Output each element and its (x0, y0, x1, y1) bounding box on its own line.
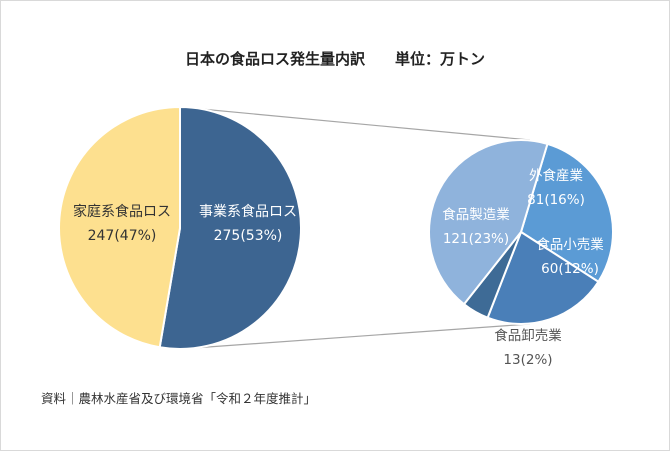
breakdown-pie-label-name-2: 食品卸売業 (494, 327, 562, 344)
breakdown-pie-label-value-2: 13(2%) (503, 352, 552, 368)
breakdown-pie-slice-3 (428, 139, 549, 306)
main-pie-label-name-1: 家庭系食品ロス (73, 203, 171, 220)
source-note: 資料｜農林水産省及び環境省「令和２年度推計」 (41, 391, 317, 406)
breakdown-pie-label-value-0: 81(16%) (527, 192, 585, 208)
breakdown-pie-label-value-3: 121(23%) (443, 231, 509, 247)
breakdown-pie-label-name-3: 食品製造業 (442, 206, 510, 223)
breakdown-pie-slice-1 (486, 230, 600, 325)
breakdown-pie-label-name-0: 外食産業 (529, 167, 583, 184)
main-pie-slice-0 (158, 105, 302, 350)
breakdown-pie-label-value-1: 60(12%) (541, 261, 599, 277)
connector-line-bottom (179, 323, 531, 350)
main-pie-label-name-0: 事業系食品ロス (199, 203, 297, 220)
breakdown-pie-label-name-1: 食品小売業 (536, 236, 604, 253)
chart-title: 日本の食品ロス発生量内訳 単位：万トン (184, 50, 485, 68)
connector-line-top (179, 106, 531, 141)
main-pie-label-value-1: 247(47%) (88, 228, 157, 244)
breakdown-pie-slice-0 (519, 142, 614, 284)
main-pie-slice-1 (58, 105, 181, 349)
main-pie-label-value-0: 275(53%) (214, 228, 283, 244)
